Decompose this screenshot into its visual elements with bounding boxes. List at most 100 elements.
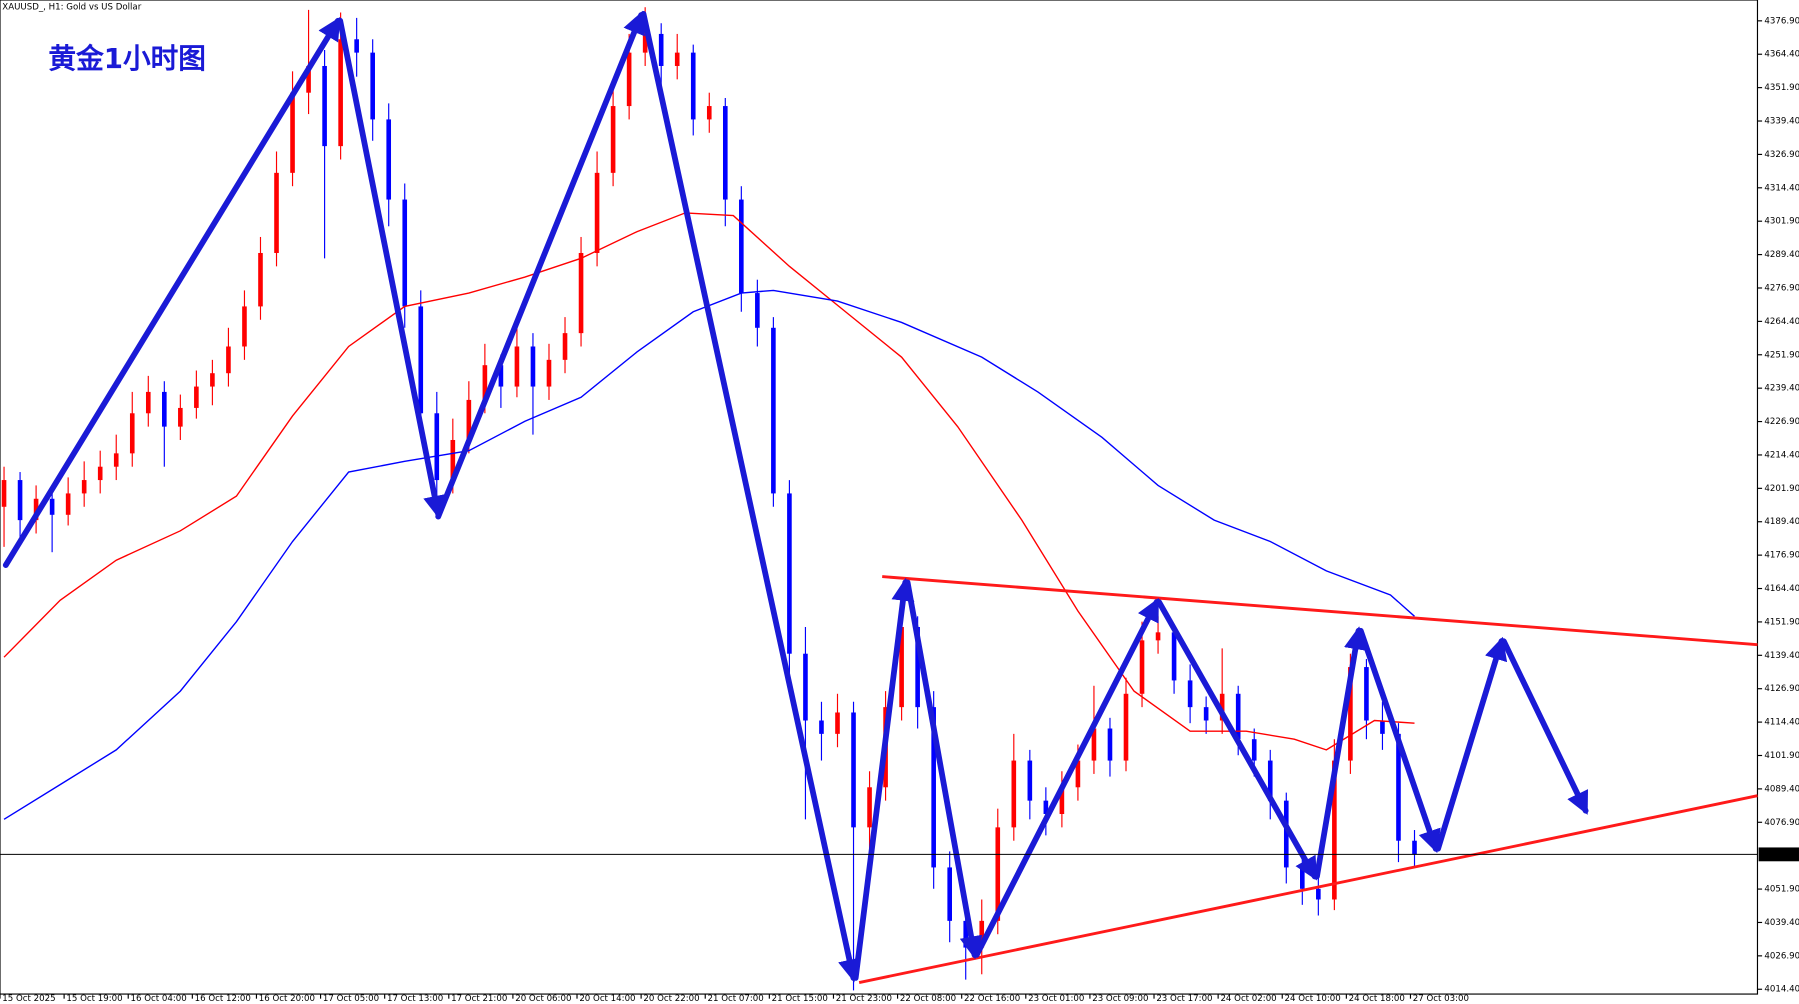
candle-body: [1316, 888, 1321, 900]
candle-body: [450, 439, 456, 481]
candle-body: [562, 333, 568, 360]
candle-body: [194, 386, 199, 408]
candle-body: [626, 52, 632, 107]
x-tick-label: 24 Oct 02:00: [1220, 994, 1276, 1004]
arrow: [337, 17, 446, 519]
candle-body: [81, 480, 87, 494]
x-tick-label: 27 Oct 03:00: [1413, 994, 1469, 1004]
arrow: [2, 16, 341, 568]
candle-body: [1059, 787, 1065, 815]
candle-body: [1412, 840, 1417, 855]
candle-body: [1011, 760, 1017, 828]
y-tick-label: 4339.40: [1764, 117, 1799, 127]
candle-body: [1219, 693, 1225, 721]
y-tick-label: 4189.40: [1764, 517, 1799, 527]
candle-body: [578, 252, 584, 334]
arrow: [435, 10, 645, 520]
candle-body: [370, 52, 375, 120]
candle-body: [1155, 632, 1161, 641]
candle-body: [546, 359, 552, 387]
candle-body: [915, 626, 920, 708]
arrow: [1500, 638, 1589, 815]
candle-body: [530, 346, 536, 387]
y-tick-label: 4289.40: [1764, 250, 1799, 260]
candle-body: [434, 413, 440, 481]
x-tick-label: 24 Oct 10:00: [1285, 994, 1341, 1004]
arrow: [852, 577, 915, 981]
candle-body: [1, 480, 7, 507]
candle-body: [418, 306, 424, 414]
candle-body: [1027, 760, 1033, 801]
arrow: [1156, 599, 1318, 881]
y-tick-label: 4114.40: [1764, 718, 1799, 728]
candle-body: [162, 391, 167, 427]
candle-body: [1251, 739, 1257, 761]
candle-body: [851, 712, 856, 828]
candle-body: [1091, 728, 1097, 761]
candle-body: [739, 199, 744, 294]
y-tick-label: 4326.90: [1764, 150, 1799, 160]
y-tick-label: 4226.90: [1764, 417, 1799, 427]
candle-body: [1139, 640, 1145, 694]
y-tick-label: 4139.40: [1764, 651, 1799, 661]
y-tick-label: 4251.90: [1764, 350, 1799, 360]
candle-body: [226, 346, 231, 374]
candle-body: [835, 712, 840, 734]
arrow: [1314, 626, 1367, 880]
candle-body: [306, 65, 311, 93]
y-tick-label: 4301.90: [1764, 217, 1799, 227]
candle-body: [947, 867, 952, 921]
x-tick-label: 20 Oct 22:00: [643, 994, 699, 1004]
moving-average: [3, 212, 1415, 751]
y-tick-label: 4276.90: [1764, 283, 1799, 293]
y-tick-label: 4314.40: [1764, 183, 1799, 193]
y-tick-label: 4376.90: [1764, 16, 1799, 26]
support-line: [858, 794, 1758, 984]
candle-body: [1107, 728, 1113, 761]
candle-body: [979, 920, 985, 948]
candle-body: [1283, 800, 1289, 868]
arrow: [904, 579, 983, 960]
candle-body: [1203, 707, 1209, 721]
candle-body: [466, 399, 472, 440]
y-tick-label: 4126.90: [1764, 684, 1799, 694]
candle-body: [178, 407, 183, 427]
x-tick-label: 15 Oct 2025: [2, 994, 55, 1004]
candle-body: [258, 252, 263, 307]
trend-lines: [858, 575, 1758, 984]
candle-body: [803, 653, 808, 721]
wave-arrows: [2, 10, 1589, 983]
candle-body: [594, 172, 600, 253]
y-tick-label: 4101.90: [1764, 751, 1799, 761]
candle-body: [722, 106, 728, 200]
annotation: 黄金1小时图: [48, 42, 206, 75]
x-tick-label: 20 Oct 14:00: [579, 994, 635, 1004]
candle-body: [995, 827, 1001, 921]
y-tick-label: 4151.90: [1764, 617, 1799, 627]
candle-body: [1396, 733, 1401, 841]
x-tick-label: 15 Oct 19:00: [66, 994, 122, 1004]
y-tick-label: 4214.40: [1764, 450, 1799, 460]
candle-body: [33, 498, 39, 521]
arrow: [1435, 636, 1508, 852]
y-tick-label: 4239.40: [1764, 384, 1799, 394]
candle-body: [1332, 760, 1337, 900]
moving-average: [3, 289, 1415, 820]
y-tick-label: 4076.90: [1764, 818, 1799, 828]
candle-body: [322, 65, 327, 147]
candle-body: [1380, 720, 1385, 734]
current-price-label: 4064.89: [1762, 850, 1798, 860]
candle-body: [819, 720, 824, 734]
x-tick-label: 23 Oct 01:00: [1028, 994, 1084, 1004]
arrow: [640, 10, 861, 983]
x-tick-label: 21 Oct 23:00: [836, 994, 892, 1004]
candle-body: [787, 493, 792, 654]
candle-body: [706, 106, 712, 120]
candle-body: [1235, 693, 1241, 740]
candle-body: [242, 306, 247, 347]
x-tick-label: 17 Oct 13:00: [387, 994, 443, 1004]
candle-body: [867, 787, 872, 828]
candle-body: [145, 391, 151, 414]
candle-body: [386, 119, 392, 200]
